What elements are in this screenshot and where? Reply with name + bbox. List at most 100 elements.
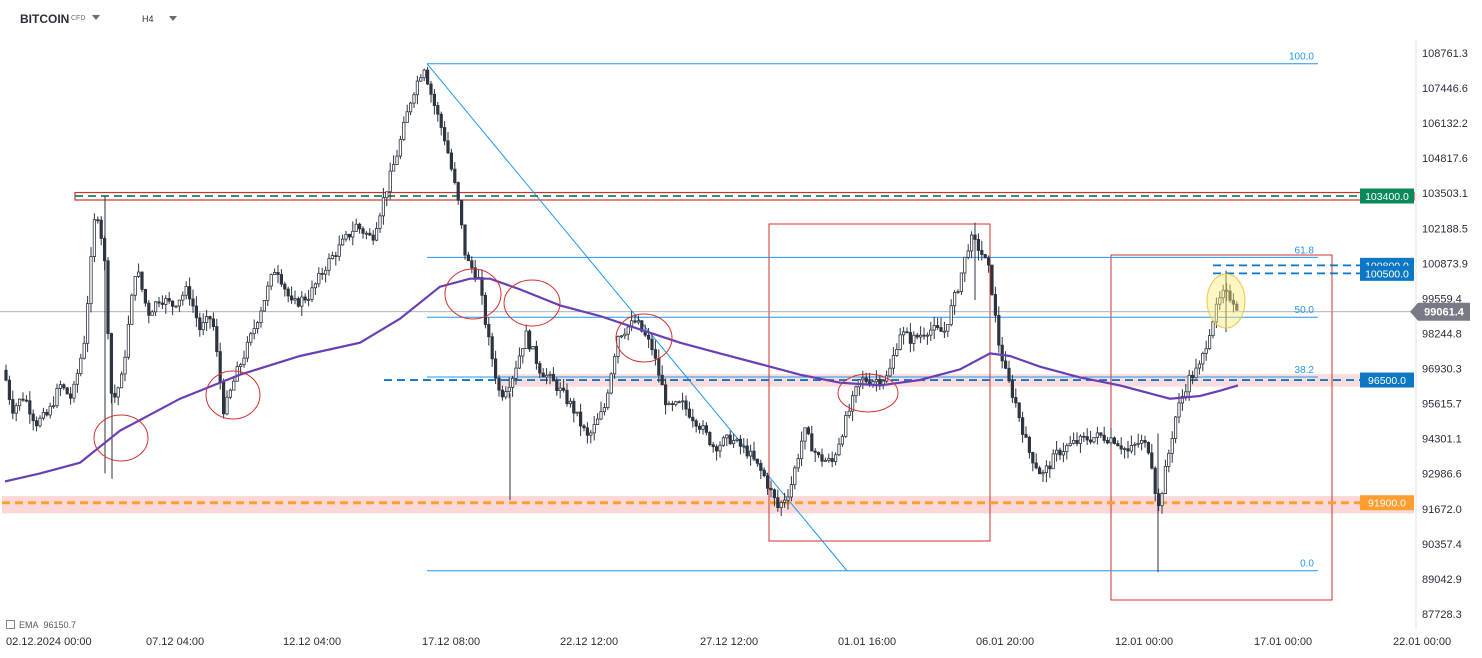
candle-body [436,105,440,115]
candle-body [1201,352,1205,365]
candle-body [347,233,352,238]
fib-level-label: 50.0 [1295,305,1315,316]
y-tick-label: 99559.4 [1422,293,1462,305]
candle-body [684,400,688,410]
candle-body [1065,445,1069,453]
ema-legend[interactable]: EMA 96150.7 [6,620,76,630]
candle-body [283,283,287,290]
candle-body [79,357,83,374]
settings-icon[interactable] [6,620,15,629]
candle-body [1068,442,1072,446]
candle-body [769,487,773,491]
candle-body [623,333,627,337]
fib-level-label: 38.2 [1295,365,1315,376]
candle-body [289,295,294,301]
candle-body [830,458,834,463]
ema-value: 96150.7 [43,620,77,630]
candle-body [582,425,586,429]
candle-body [1000,344,1004,362]
candle-body [640,320,644,332]
y-tick-label: 87728.3 [1422,609,1462,621]
candle-body [249,333,253,343]
candle-body [1197,363,1201,369]
candle-body [211,318,215,328]
candle-body [1184,391,1188,397]
candle-body [354,223,358,232]
candle-body [647,334,651,340]
candle-body [721,437,726,446]
candle-body [466,254,471,262]
candle-body [596,418,600,425]
candle-body [1041,472,1045,475]
candle-body [1153,467,1157,495]
candle-body [177,299,181,307]
candle-body [174,305,178,308]
candle-body [487,324,491,338]
fib-level-label: 100.0 [1289,52,1314,63]
symbol-dropdown-icon[interactable] [92,15,100,20]
candle-body [749,450,753,457]
x-tick-label: 12.01 00:00 [1115,636,1173,648]
x-tick-label: 27.12 12:00 [700,636,758,648]
candle-body [626,326,630,335]
y-tick-label: 104817.6 [1422,153,1468,165]
candle-body [1078,435,1082,444]
candle-body [813,450,817,453]
candle-body [742,445,746,448]
symbol-label[interactable]: BITCOIN [20,12,70,26]
candle-body [317,272,321,285]
y-tick-label: 92986.6 [1422,469,1462,481]
timeframe-label[interactable]: H4 [142,14,154,24]
candle-body [694,420,698,427]
candle-body [14,405,18,414]
candle-body [929,329,933,336]
candle-body [453,168,457,183]
candle-body [507,386,511,393]
candle-body [1170,438,1174,454]
candle-body [361,228,365,234]
candle-body [198,317,202,331]
candle-body [232,380,236,391]
candle-body [1163,466,1167,494]
candle-body [116,387,120,398]
candle-body [62,384,66,389]
chart-header: BITCOIN CFD H4 [0,0,1400,36]
candle-body [446,140,450,154]
annotation-circle [444,268,502,320]
y-tick-label: 89042.9 [1422,574,1462,586]
candle-body [602,407,607,413]
candle-body [86,303,90,344]
candle-body [613,356,617,375]
timeframe-dropdown-icon[interactable] [169,16,177,21]
candle-body [402,122,406,140]
candle-body [585,427,590,436]
candle-body [357,223,362,230]
candle-body [483,294,488,325]
candle-body [262,299,267,312]
candle-body [575,411,579,414]
candle-body [735,438,739,441]
candle-body [579,411,583,427]
candle-body [820,454,824,462]
candle-body [592,424,596,434]
candle-body [919,334,923,338]
candle-body [405,111,409,123]
level-badge-96500-bg [1360,372,1414,388]
candle-body [541,372,545,378]
annotation-circle [615,313,673,363]
candle-body [21,398,25,401]
candle-body [150,311,154,316]
candle-body [936,325,940,328]
candle-body [1112,437,1116,444]
candle-body [109,333,113,394]
candle-body [776,497,780,508]
candle-body [17,398,22,407]
y-tick-label: 108761.3 [1422,48,1468,60]
candle-body [902,331,906,336]
candle-body [4,369,8,381]
annotation-rect-2 [1110,254,1333,601]
candle-body [1075,439,1079,444]
candle-body [905,331,909,334]
candle-body [752,450,756,460]
